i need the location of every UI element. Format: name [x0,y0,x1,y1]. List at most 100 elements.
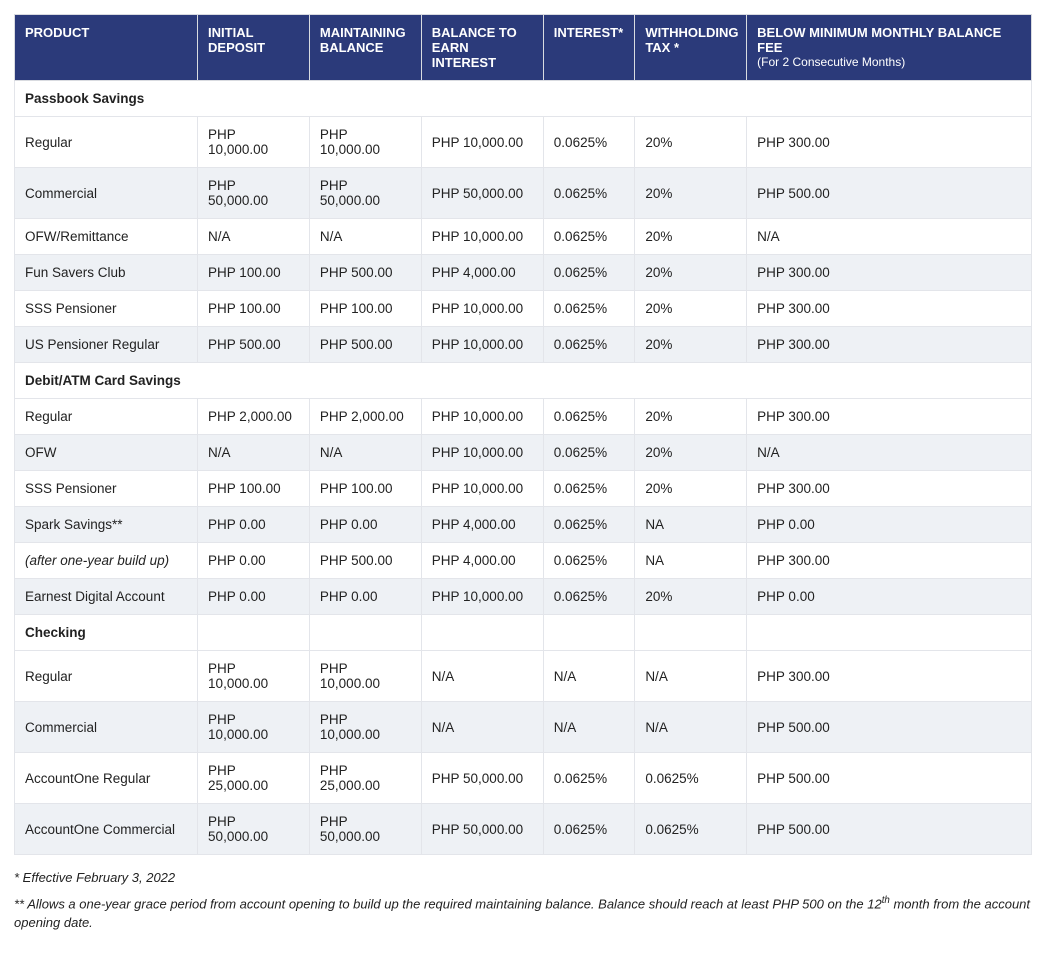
data-cell: PHP 500.00 [747,804,1032,855]
data-cell: PHP 0.00 [309,579,421,615]
col-header-2: MAINTAINING BALANCE [309,15,421,81]
table-row: AccountOne CommercialPHP 50,000.00PHP 50… [15,804,1032,855]
data-cell: 0.0625% [543,435,635,471]
data-cell: 0.0625% [543,471,635,507]
data-cell: N/A [635,651,747,702]
section-header: Checking [15,615,1032,651]
data-cell: 0.0625% [543,753,635,804]
section-header: Passbook Savings [15,81,1032,117]
data-cell: 20% [635,435,747,471]
data-cell: PHP 2,000.00 [198,399,310,435]
table-row: Commercial PHP 50,000.00PHP 50,000.00 PHP … [15,168,1032,219]
data-cell: PHP 100.00 [309,291,421,327]
product-name-cell: SSS Pensioner [15,471,198,507]
table-header-row: PRODUCTINITIAL DEPOSITMAINTAINING BALANC… [15,15,1032,81]
product-name-cell: Spark Savings** [15,507,198,543]
data-cell: 0.0625% [543,168,635,219]
data-cell: N/A [309,435,421,471]
section-header: Debit/ATM Card Savings [15,363,1032,399]
footnote-2: ** Allows a one-year grace period from a… [14,894,1032,933]
table-row: CommercialPHP 10,000.00PHP 10,000.00N/AN… [15,702,1032,753]
table-row: RegularPHP 10,000.00PHP 10,000.00PHP 10,… [15,117,1032,168]
table-row: SSS PensionerPHP 100.00PHP 100.00PHP 10,… [15,291,1032,327]
data-cell: PHP 500.00 [747,702,1032,753]
product-name-cell: Commercial [15,702,198,753]
data-cell: PHP 100.00 [198,291,310,327]
col-header-6: BELOW MINIMUM MONTHLY BALANCE FEE (For 2… [747,15,1032,81]
data-cell: PHP 25,000.00 [309,753,421,804]
table-row: RegularPHP 2,000.00PHP 2,000.00PHP 10,00… [15,399,1032,435]
data-cell: 20% [635,471,747,507]
data-cell: N/A [198,219,310,255]
data-cell: PHP 50,000.00 [309,804,421,855]
data-cell: 0.0625% [543,399,635,435]
data-cell: PHP 500.00 [747,168,1032,219]
data-cell: PHP 500.00 [309,255,421,291]
table-row: SSS PensionerPHP 100.00PHP 100.00PHP 10,… [15,471,1032,507]
data-cell: 20% [635,117,747,168]
data-cell: PHP 100.00 [198,255,310,291]
product-name-cell: Regular [15,651,198,702]
product-name-cell: US Pensioner Regular [15,327,198,363]
data-cell: PHP 0.00 [198,507,310,543]
col-header-3: BALANCE TO EARN INTEREST [421,15,543,81]
data-cell: PHP 0.00 [747,579,1032,615]
table-row: OFWN/AN/APHP 10,000.000.0625%20%N/A [15,435,1032,471]
data-cell: PHP 300.00 [747,399,1032,435]
data-cell: PHP 10,000.00 [198,651,310,702]
data-cell: PHP 10,000.00 [309,117,421,168]
data-cell: PHP 10,000.00 [421,471,543,507]
data-cell: 20% [635,219,747,255]
data-cell: 0.0625% [543,219,635,255]
data-cell: PHP 2,000.00 [309,399,421,435]
table-row: Earnest Digital AccountPHP 0.00PHP 0.00P… [15,579,1032,615]
product-name-cell: OFW/Remittance [15,219,198,255]
data-cell: N/A [421,702,543,753]
table-row: (after one-year build up)PHP 0.00PHP 500… [15,543,1032,579]
data-cell: 0.0625% [543,543,635,579]
product-name-cell: Earnest Digital Account [15,579,198,615]
data-cell: PHP 50,000.00 [309,168,421,219]
product-name-cell: AccountOne Commercial [15,804,198,855]
data-cell: PHP 25,000.00 [198,753,310,804]
data-cell: PHP 300.00 [747,291,1032,327]
footnote-1: * Effective February 3, 2022 [14,869,1032,888]
product-name-cell: Regular [15,399,198,435]
data-cell: PHP 50,000.00 [421,168,543,219]
data-cell: 0.0625% [543,579,635,615]
data-cell: N/A [543,702,635,753]
data-cell: PHP 10,000.00 [309,702,421,753]
data-cell: 0.0625% [543,507,635,543]
product-name-cell: Commercial [15,168,198,219]
data-cell: PHP 10,000.00 [421,327,543,363]
section-title: Passbook Savings [15,81,1032,117]
data-cell: PHP 10,000.00 [421,579,543,615]
product-name-cell: (after one-year build up) [15,543,198,579]
section-title: Checking [15,615,198,651]
data-cell: PHP 50,000.00 [198,804,310,855]
data-cell: N/A [309,219,421,255]
col-header-5: WITHHOLDING TAX * [635,15,747,81]
section-title: Debit/ATM Card Savings [15,363,1032,399]
data-cell: PHP 4,000.00 [421,507,543,543]
data-cell: PHP 300.00 [747,471,1032,507]
table-row: Fun Savers ClubPHP 100.00PHP 500.00PHP 4… [15,255,1032,291]
data-cell: 20% [635,579,747,615]
footnotes: * Effective February 3, 2022 ** Allows a… [14,869,1032,933]
data-cell: PHP 0.00 [198,543,310,579]
table-row: AccountOne RegularPHP 25,000.00PHP 25,00… [15,753,1032,804]
product-name-cell: Regular [15,117,198,168]
data-cell: PHP 50,000.00 [421,753,543,804]
data-cell: 0.0625% [543,804,635,855]
data-cell: PHP 100.00 [309,471,421,507]
data-cell: PHP 500.00 [309,543,421,579]
data-cell: 0.0625% [543,327,635,363]
data-cell: NA [635,543,747,579]
data-cell: PHP 500.00 [747,753,1032,804]
table-row: RegularPHP 10,000.00PHP 10,000.00N/AN/AN… [15,651,1032,702]
data-cell: PHP 10,000.00 [421,291,543,327]
product-name-cell: Fun Savers Club [15,255,198,291]
col-header-1: INITIAL DEPOSIT [198,15,310,81]
product-name-cell: SSS Pensioner [15,291,198,327]
data-cell: PHP 4,000.00 [421,255,543,291]
